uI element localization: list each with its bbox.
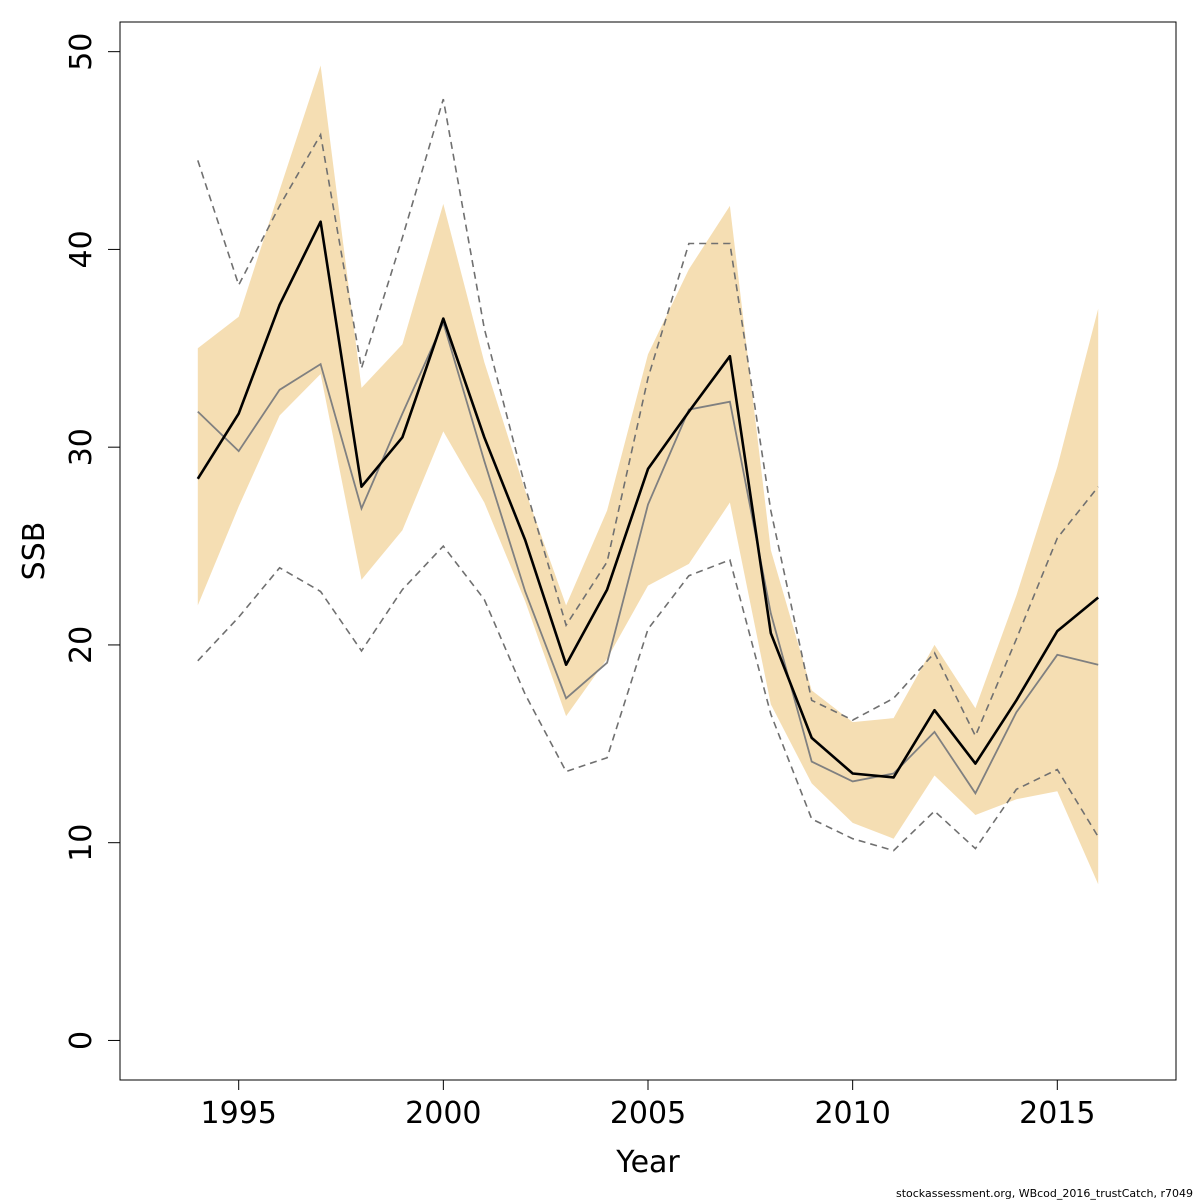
y-tick-label: 30 [64, 428, 99, 466]
x-tick-label: 2010 [814, 1096, 890, 1131]
dashed-upper-line [197, 98, 1099, 738]
footer-credit: stockassessment.org, WBcod_2016_trustCat… [896, 1187, 1193, 1200]
y-axis: 0 10 20 30 40 50 [64, 33, 121, 1050]
y-tick-label: 10 [64, 824, 99, 862]
x-tick-label: 1995 [201, 1096, 277, 1131]
x-axis-title: Year [615, 1145, 680, 1180]
x-tick-label: 2015 [1019, 1096, 1095, 1131]
confidence-band [197, 65, 1099, 885]
series-lines-layer [196, 98, 1100, 852]
confidence-band-layer [197, 65, 1099, 885]
y-tick-label: 40 [64, 230, 99, 268]
x-tick-label: 2000 [405, 1096, 481, 1131]
x-axis: 1995 2000 2005 2010 2015 [201, 1079, 1095, 1131]
x-tick-label: 2005 [610, 1096, 686, 1131]
ssb-estimate-line [196, 220, 1100, 779]
y-axis-title: SSB [17, 522, 52, 581]
dashed-lower-line [197, 544, 1099, 852]
alternate-estimate-line [197, 320, 1099, 796]
y-tick-label: 0 [64, 1031, 99, 1050]
y-tick-label: 20 [64, 626, 99, 664]
y-tick-label: 50 [64, 33, 99, 71]
